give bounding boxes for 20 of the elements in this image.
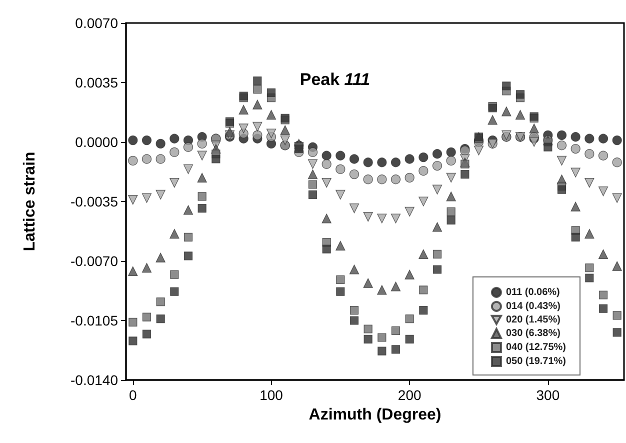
y-tick-label: -0.0070 (70, 253, 118, 269)
y-axis-title: Lattice strain (22, 152, 38, 252)
x-tick-label: 0 (129, 387, 138, 403)
y-tick-label: -0.0035 (70, 194, 118, 210)
x-tick-label: 100 (260, 387, 284, 403)
x-tick-label: 200 (398, 387, 422, 403)
legend-label: 050 (19.71%) (506, 356, 566, 367)
y-tick-label: -0.0140 (70, 372, 118, 388)
legend-label: 011 (0.06%) (506, 286, 560, 298)
y-tick-label: 0.0000 (75, 134, 118, 150)
x-axis-title: Azimuth (Degree) (308, 406, 442, 424)
legend-label: 040 (12.75%) (506, 342, 566, 353)
legend-label: 020 (1.45%) (506, 314, 560, 326)
legend-label: 030 (6.38%) (506, 328, 560, 339)
text: Peak 111 (300, 70, 370, 89)
legend-label: 014 (0.43%) (506, 300, 560, 312)
y-tick-label: 0.0070 (75, 15, 118, 31)
y-tick-label: 0.0035 (75, 74, 118, 90)
y-tick-label: -0.0105 (70, 312, 118, 328)
x-tick-label: 300 (536, 387, 560, 403)
